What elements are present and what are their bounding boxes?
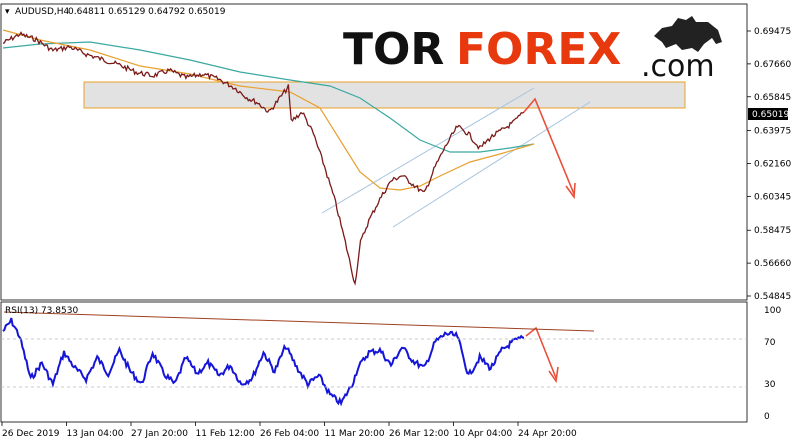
time-tick-label: 13 Jan 04:00 [67,429,124,439]
rsi-forecast-arrow [525,326,559,384]
price-tick-label: 0.67660 [754,60,791,70]
svg-text:0.65019: 0.65019 [752,110,789,120]
quote-label: 0.64811 0.65129 0.64792 0.65019 [68,7,226,17]
rsi-axis: 100 70 30 0 [764,306,781,422]
channel-upper-line [321,87,535,214]
rsi-tick-label: 30 [764,380,776,390]
rsi-line [2,317,524,407]
resistance-zone [83,81,686,109]
dropdown-triangle-icon[interactable]: ▾ [5,7,10,17]
price-tick-label: 0.69475 [754,27,791,37]
rsi-tick-label: 0 [764,412,770,422]
bull-icon [654,16,722,52]
price-tick-label: 0.58475 [754,226,791,236]
current-price-tag: 0.65019 [748,108,789,120]
moving-average-fast [2,29,535,191]
time-tick-label: 24 Apr 20:00 [518,429,577,439]
time-tick-label: 11 Feb 12:00 [196,429,255,439]
time-tick-label: 10 Apr 04:00 [454,429,513,439]
price-tick-label: 0.62160 [754,160,791,170]
channel-lower-line [392,101,591,228]
time-tick-label: 27 Jan 20:00 [131,429,188,439]
rsi-panel[interactable] [0,301,748,423]
price-forecast-arrow [523,97,576,200]
time-tick-label: 26 Dec 2019 [2,429,60,439]
price-panel[interactable] [0,3,748,301]
rsi-tick-label: 100 [764,306,781,316]
rsi-trendline [3,311,595,332]
svg-text:.com: .com [641,49,715,84]
price-axis: 0.69475 0.67660 0.65845 0.63975 0.62160 0.603… [747,27,791,302]
rsi-label: RSI(13) 73.8530 [5,306,78,316]
torforex-logo: TOR FOREX .com [343,16,722,84]
time-tick-label: 26 Mar 12:00 [389,429,449,439]
time-tick-label: 26 Feb 04:00 [260,429,319,439]
price-line [2,31,525,286]
rsi-tick-label: 70 [764,338,776,348]
price-tick-label: 0.63975 [754,127,791,137]
price-tick-label: 0.60345 [754,192,791,202]
price-tick-label: 0.65845 [754,93,791,103]
price-tick-label: 0.54845 [754,292,791,302]
symbol-label: AUDUSD,H4 [15,7,70,17]
svg-text:TOR: TOR [343,24,444,75]
svg-text:FOREX: FOREX [456,24,621,75]
moving-average-slow [2,41,535,153]
price-tick-label: 0.56660 [754,259,791,269]
time-axis: 26 Dec 2019 13 Jan 04:00 27 Jan 20:00 11 Fe… [1,422,577,439]
time-tick-label: 11 Mar 20:00 [325,429,385,439]
